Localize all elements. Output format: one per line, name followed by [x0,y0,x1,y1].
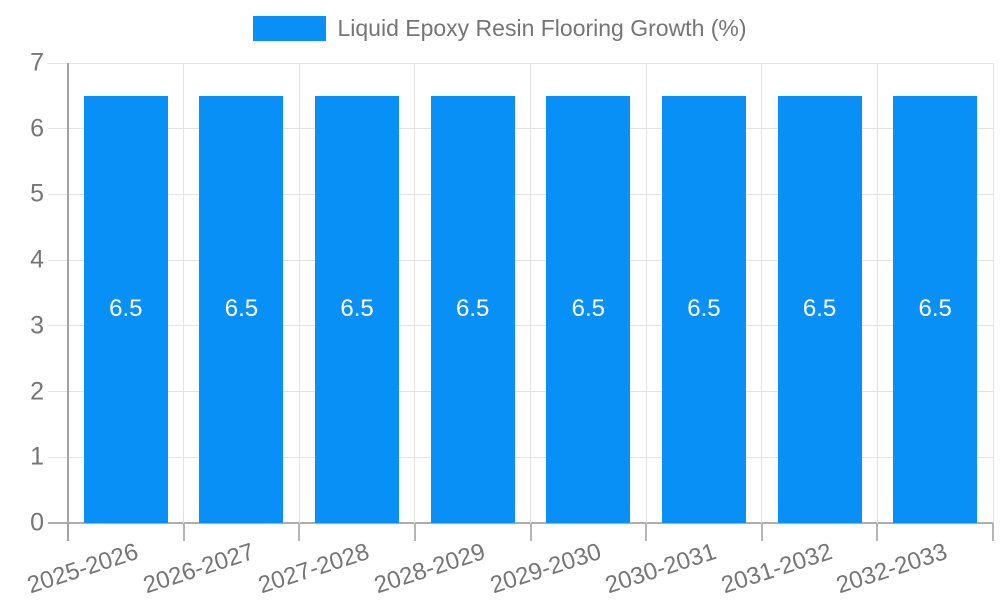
bar[interactable]: 6.5 [430,95,515,523]
bar-value-label: 6.5 [802,295,837,323]
x-axis-tick [182,523,185,541]
legend-item[interactable]: Liquid Epoxy Resin Flooring Growth (%) [253,15,747,43]
x-axis-baseline [48,522,993,524]
y-axis-tick-label: 1 [30,442,44,471]
vgridline [761,63,763,523]
x-axis-label: 2025-2026 [24,538,142,600]
vgridline [414,63,416,523]
bar[interactable]: 6.5 [777,95,862,523]
bar[interactable]: 6.5 [315,95,400,523]
y-axis-tick-label: 2 [30,377,44,406]
y-axis-tick-label: 6 [30,114,44,143]
bar[interactable]: 6.5 [661,95,746,523]
y-axis-tick-label: 0 [30,508,44,537]
y-axis-tick-label: 3 [30,311,44,340]
bar-value-label: 6.5 [571,295,605,323]
vgridline [992,63,994,523]
vgridline [298,63,300,523]
x-axis-tick [298,523,301,541]
x-axis-label: 2028-2029 [370,538,489,600]
bar-value-label: 6.5 [918,295,952,323]
x-axis-label: 2032-2033 [833,538,951,600]
vgridline [530,63,531,523]
x-axis-label: 2026-2027 [139,538,258,600]
bar-value-label: 6.5 [456,295,490,323]
x-axis-tick [529,523,532,541]
vgridline [645,63,647,523]
x-axis-label: 2027-2028 [255,538,373,600]
bar[interactable]: 6.5 [893,95,978,523]
hgridline [48,193,993,195]
hgridline [48,456,993,458]
legend-label: Liquid Epoxy Resin Flooring Growth (%) [337,15,747,41]
x-axis-tick [876,523,879,541]
bar-value-label: 6.5 [109,295,143,323]
x-axis-tick [413,523,416,541]
x-axis-label: 2031-2032 [717,538,836,600]
hgridline [48,259,993,261]
bar[interactable]: 6.5 [83,95,168,523]
hgridline [48,128,993,130]
vgridline [876,63,878,523]
bar[interactable]: 6.5 [199,95,284,523]
bar-value-label: 6.5 [224,295,259,323]
chart-legend: Liquid Epoxy Resin Flooring Growth (%) [0,15,1000,43]
hgridline [48,325,993,327]
y-axis-tick-label: 5 [30,179,44,208]
bar[interactable]: 6.5 [546,95,631,523]
hgridline [48,391,993,393]
y-axis-line [67,63,69,541]
x-axis-tick [760,523,763,541]
x-axis-tick [992,523,994,541]
bar-value-label: 6.5 [687,295,721,323]
vgridline [183,63,185,523]
legend-swatch [253,16,327,42]
x-axis-label: 2030-2031 [602,538,720,600]
y-axis-tick-label: 4 [30,245,44,274]
bar-value-label: 6.5 [340,295,374,323]
y-axis-tick-label: 7 [30,48,44,77]
x-axis-label: 2029-2030 [486,538,605,600]
x-axis-tick [645,523,648,541]
hgridline [48,62,993,64]
